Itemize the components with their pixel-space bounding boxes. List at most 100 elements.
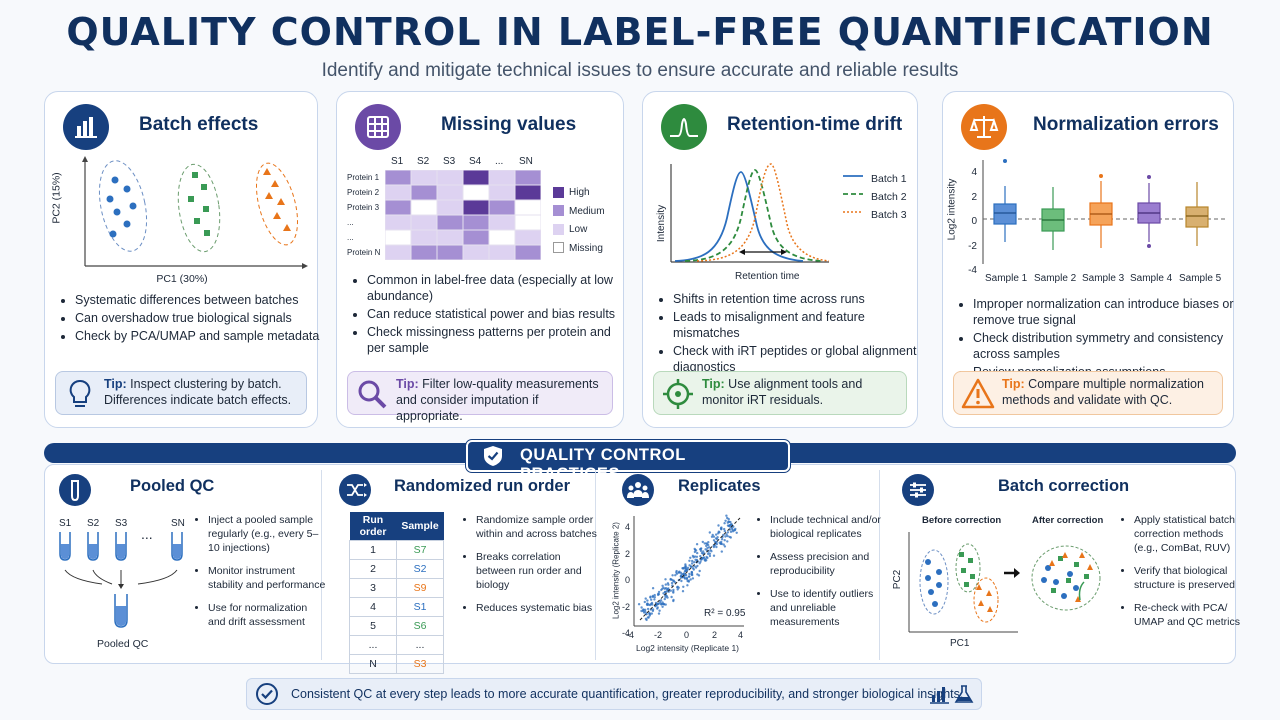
heatmap-cell xyxy=(385,229,412,246)
replicate-point xyxy=(644,597,647,600)
bullet: Include technical and/or biological repl… xyxy=(770,513,888,541)
replicate-point xyxy=(669,589,672,592)
replicate-point xyxy=(658,609,661,612)
grid-icon xyxy=(355,104,401,150)
y-axis-label: Log2 intensity xyxy=(946,178,958,241)
sample-cell: S1 xyxy=(396,597,444,617)
column-label: ... xyxy=(495,156,504,167)
replicate-point xyxy=(651,609,655,613)
bullet: Leads to misalignment and feature mismat… xyxy=(673,309,923,341)
column-label: S1 xyxy=(391,156,404,167)
replicate-point xyxy=(681,567,684,570)
run-cell: 5 xyxy=(349,616,397,636)
replicate-point xyxy=(697,574,701,577)
batch-effects-card: Batch effects PC1 (30%) PC2 (15%) System… xyxy=(44,91,319,428)
heatmap-cell xyxy=(514,244,541,260)
heatmap-cell xyxy=(462,170,490,186)
replicate-point xyxy=(665,595,668,598)
replicate-point xyxy=(712,539,716,542)
replicate-point xyxy=(662,602,665,606)
replicate-point xyxy=(680,579,683,583)
replicate-point xyxy=(723,529,726,533)
tip-box: Tip: Use alignment tools and monitor iRT… xyxy=(653,371,907,415)
replicate-point xyxy=(711,533,714,537)
replicate-point xyxy=(693,550,697,554)
heatmap-cell xyxy=(488,184,516,201)
replicate-point xyxy=(715,545,718,549)
x-axis-label: PC1 (30%) xyxy=(156,273,208,285)
sample-cell: S9 xyxy=(396,578,444,598)
replicate-point xyxy=(726,524,730,527)
heatmap-cell xyxy=(462,229,490,246)
y-axis-label: PC2 xyxy=(892,569,904,590)
replicate-point xyxy=(670,595,673,599)
bullet-list: Systematic differences between batches C… xyxy=(59,292,323,346)
replicate-point xyxy=(708,531,711,534)
run-cell: N xyxy=(349,654,397,674)
replicate-point xyxy=(729,520,732,524)
replicate-point xyxy=(709,549,712,552)
replicate-point xyxy=(708,554,712,558)
flask-icon xyxy=(954,685,974,703)
replicate-point xyxy=(715,537,719,541)
heatmap-cell xyxy=(385,199,412,216)
test-tube-icon xyxy=(59,474,91,506)
replicate-point xyxy=(661,584,664,587)
heatmap-cell xyxy=(385,244,412,260)
batch-correction-title: Batch correction xyxy=(998,477,1130,495)
replicate-point xyxy=(691,567,695,570)
rt-legend: Batch 1 Batch 2 Batch 3 xyxy=(871,170,907,224)
legend-label: Missing xyxy=(569,242,603,254)
replicate-point xyxy=(710,535,714,538)
replicate-point xyxy=(643,600,646,604)
replicate-point xyxy=(688,564,691,567)
tube-label: S3 xyxy=(115,518,128,529)
row-label: Protein 1 xyxy=(347,173,380,182)
heatmap-cell xyxy=(462,214,490,231)
heatmap-cell xyxy=(488,229,516,246)
replicate-point xyxy=(651,594,655,598)
replicate-point xyxy=(735,531,738,534)
replicate-point xyxy=(720,550,723,553)
replicate-point xyxy=(686,566,690,569)
tube-label: SN xyxy=(171,518,185,529)
replicate-point xyxy=(650,598,653,601)
chromatogram-icon xyxy=(661,104,707,150)
y-tick: 4 xyxy=(624,522,630,532)
replicate-point xyxy=(646,599,649,602)
replicate-point xyxy=(705,544,708,548)
normalization-card: Normalization errors Log2 intensity 4 2 … xyxy=(942,91,1234,428)
replicate-point xyxy=(664,578,667,581)
legend-label: Batch 3 xyxy=(871,209,907,221)
sample-label: Sample 5 xyxy=(1179,273,1222,284)
replicate-point xyxy=(708,552,712,555)
replicate-point xyxy=(695,543,699,546)
replicate-point xyxy=(686,568,689,571)
replicate-point xyxy=(704,559,707,562)
replicate-point xyxy=(722,533,725,537)
column-label: S4 xyxy=(469,156,482,167)
replicate-point xyxy=(679,575,682,578)
heatmap-cell xyxy=(410,214,438,231)
x-axis-label: Log2 intensity (Replicate 1) xyxy=(636,643,740,653)
heatmap-cell xyxy=(462,199,490,216)
page-title: QUALITY CONTROL IN LABEL-FREE QUANTIFICA… xyxy=(66,10,1214,54)
replicate-point xyxy=(682,585,685,588)
heatmap-cell xyxy=(385,170,412,186)
replicate-point xyxy=(723,527,726,531)
replicate-point xyxy=(640,606,643,609)
replicate-point xyxy=(690,562,694,565)
card-title: Retention-time drift xyxy=(727,114,903,135)
missingness-heatmap xyxy=(385,170,541,260)
y-ticks: 4 2 0 -2 -4 xyxy=(620,514,630,647)
crosshair-icon xyxy=(663,379,693,409)
replicate-point xyxy=(725,514,728,517)
replicate-point xyxy=(664,590,667,594)
replicate-point xyxy=(730,527,734,530)
x-tick: 4 xyxy=(738,630,744,640)
replicate-point xyxy=(720,538,724,541)
pca-scatter-plot xyxy=(82,156,308,269)
replicate-point xyxy=(698,569,701,573)
after-label: After correction xyxy=(1032,515,1104,526)
table-row: ...... xyxy=(349,635,444,655)
